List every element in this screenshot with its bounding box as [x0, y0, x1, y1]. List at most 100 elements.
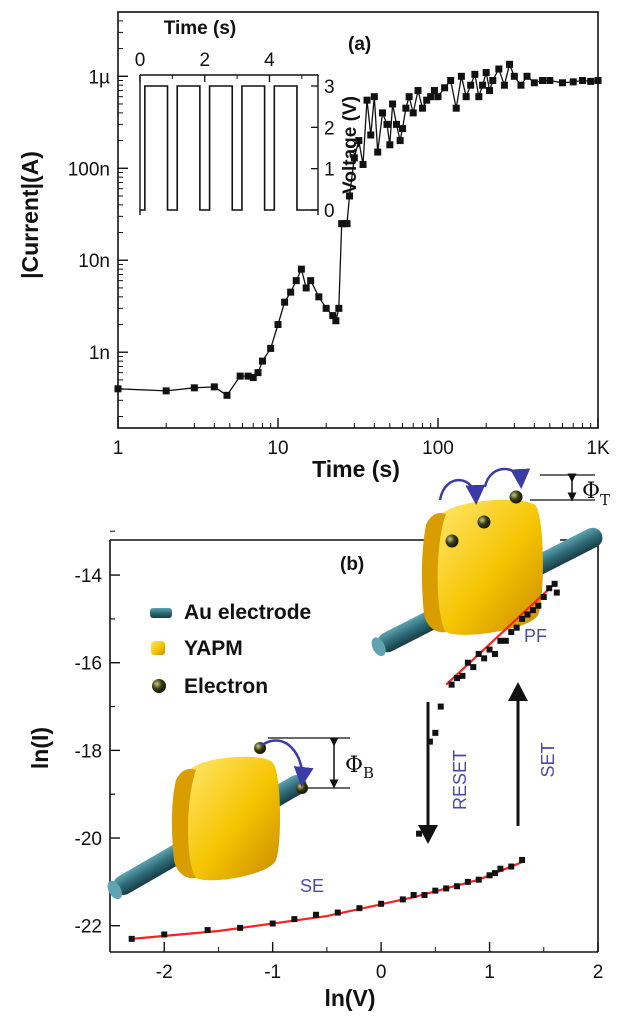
current-point	[569, 78, 577, 86]
current-point	[414, 87, 422, 95]
se-point	[269, 920, 276, 927]
current-point	[329, 312, 337, 320]
se-point	[334, 909, 341, 916]
legend-item-yapm: YAPM	[151, 637, 243, 660]
inset-y-tick-label: 3	[324, 77, 335, 98]
current-point	[190, 384, 198, 392]
current-point	[343, 220, 351, 228]
se-illustration: ΦB	[107, 737, 374, 900]
pf-fit-line	[445, 582, 556, 686]
legend-label: Au electrode	[184, 601, 311, 624]
current-point	[302, 284, 310, 292]
current-point	[386, 141, 394, 149]
current-point	[430, 87, 438, 95]
se-point	[443, 885, 450, 892]
legend-label: YAPM	[184, 637, 243, 660]
se-fit-line	[131, 861, 523, 940]
pf-electron-3	[509, 490, 523, 504]
legend-item-electron: Electron	[152, 675, 268, 698]
x-tick-label: -2	[156, 962, 173, 983]
current-point	[383, 120, 391, 128]
current-point	[587, 77, 595, 85]
pf-hop-arrow-1	[438, 478, 486, 505]
current-point	[254, 369, 262, 377]
reset-arrowhead	[418, 825, 438, 844]
se-yapm-block	[171, 756, 281, 881]
legend-electron-swatch	[152, 679, 166, 693]
se-point	[464, 878, 471, 885]
current-point	[335, 304, 343, 312]
se-point	[508, 863, 515, 870]
current-point	[274, 321, 282, 329]
panel-b-xlabel: ln(V)	[324, 985, 375, 1011]
se-point	[313, 911, 320, 918]
inset-x-tick-label: 0	[135, 50, 146, 71]
se-point	[128, 935, 135, 942]
set-label: SET	[538, 742, 558, 777]
current-point	[379, 109, 387, 117]
current-point	[402, 104, 410, 112]
panel-a-frame	[117, 11, 599, 429]
y-tick-label: -20	[75, 829, 102, 850]
pf-point	[553, 589, 560, 596]
pf-point	[481, 655, 488, 662]
legend-label: Electron	[184, 675, 268, 698]
panel-a-xlabel: Time (s)	[312, 456, 400, 482]
current-point	[162, 387, 170, 395]
se-point	[454, 883, 461, 890]
panel-b-ylabel: ln(I)	[27, 727, 53, 769]
current-point	[427, 93, 435, 101]
inset-square-wave	[140, 85, 318, 211]
se-point	[497, 865, 504, 872]
current-point	[363, 96, 371, 104]
current-trace-line	[117, 62, 599, 397]
current-point	[114, 385, 122, 393]
se-point	[237, 924, 244, 931]
pf-point	[486, 646, 493, 653]
pf-point	[459, 672, 466, 679]
reset-point	[416, 830, 423, 837]
current-point	[475, 93, 483, 101]
pf-point	[524, 611, 531, 618]
x-tick-label: 1	[484, 962, 495, 983]
inset-y-tick-label: 2	[324, 118, 335, 139]
legend-yapm-swatch	[151, 641, 165, 655]
x-tick-label: 2	[593, 962, 604, 983]
inset-ticks: 0 2 4 0 1 2 3	[135, 50, 335, 222]
current-point	[346, 192, 354, 200]
reset-point	[426, 738, 433, 745]
phi-b-label: ΦB	[345, 753, 374, 782]
current-point	[482, 68, 490, 76]
phi-t-label: ΦT	[582, 479, 610, 509]
pf-point	[497, 637, 504, 644]
current-point	[355, 137, 363, 145]
current-point	[281, 298, 289, 306]
y-tick-label: -14	[75, 566, 103, 587]
panel-b-label: (b)	[340, 554, 364, 575]
set-arrowhead	[508, 682, 528, 701]
current-point	[489, 76, 497, 84]
pf-point	[491, 650, 498, 657]
current-point	[423, 96, 431, 104]
current-point	[409, 109, 417, 117]
current-point	[418, 104, 426, 112]
current-point	[405, 93, 413, 101]
current-point	[578, 76, 586, 84]
pf-point	[513, 624, 520, 631]
se-point	[378, 900, 385, 907]
pf-point	[546, 585, 553, 592]
current-point	[297, 265, 305, 273]
current-point	[287, 288, 295, 296]
pf-point	[529, 607, 536, 614]
y-tick-label: 1n	[89, 343, 110, 364]
y-tick-label: -18	[75, 741, 102, 762]
se-point	[356, 905, 363, 912]
panel-b-ticks: -2 -1 0 1 2 -14 -16 -18 -20 -22	[75, 530, 604, 983]
x-tick-label: 0	[376, 962, 387, 983]
legend-electrode-swatch	[150, 608, 172, 618]
se-hop-arrow	[261, 739, 314, 787]
legend-item-au-electrode: Au electrode	[150, 601, 311, 624]
current-point	[594, 76, 602, 84]
